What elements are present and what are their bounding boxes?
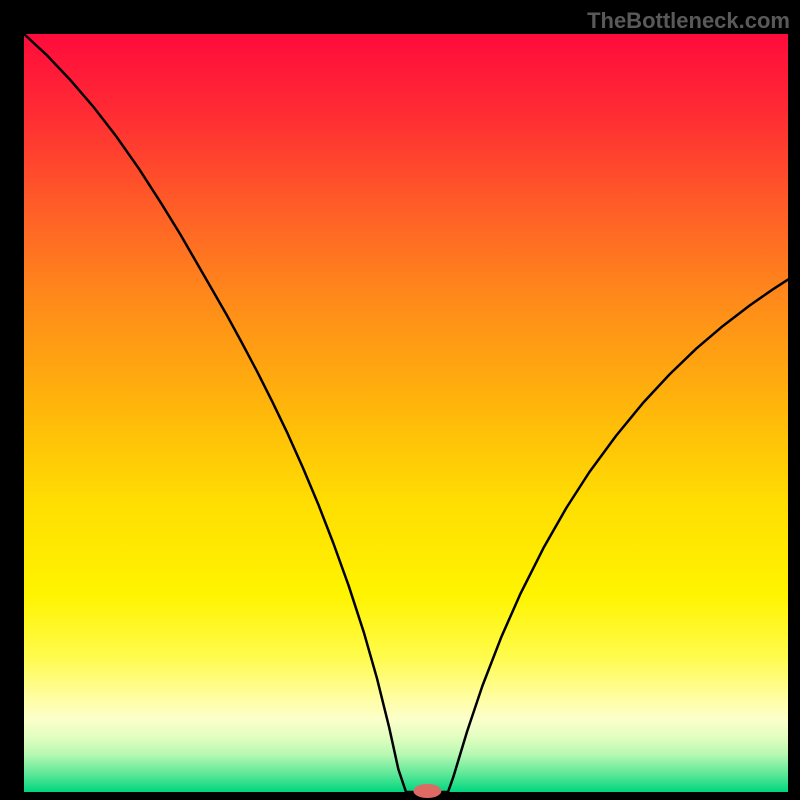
optimal-point-marker [413,784,441,798]
bottleneck-chart: TheBottleneck.com [0,0,800,800]
watermark-text: TheBottleneck.com [587,8,790,33]
plot-gradient-background [24,34,788,792]
